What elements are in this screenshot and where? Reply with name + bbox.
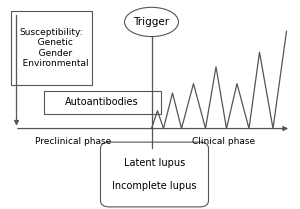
Ellipse shape <box>124 7 178 37</box>
FancyBboxPatch shape <box>100 142 208 207</box>
FancyBboxPatch shape <box>11 11 92 85</box>
Text: Clinical phase: Clinical phase <box>192 136 255 146</box>
Text: Autoantibodies: Autoantibodies <box>65 97 139 107</box>
Text: Latent lupus

Incomplete lupus: Latent lupus Incomplete lupus <box>112 158 197 191</box>
Text: Susceptibility:
   Genetic
   Gender
   Environmental: Susceptibility: Genetic Gender Environme… <box>14 28 88 68</box>
FancyBboxPatch shape <box>44 91 160 114</box>
Text: Preclinical phase: Preclinical phase <box>35 136 112 146</box>
Text: Trigger: Trigger <box>134 17 169 27</box>
